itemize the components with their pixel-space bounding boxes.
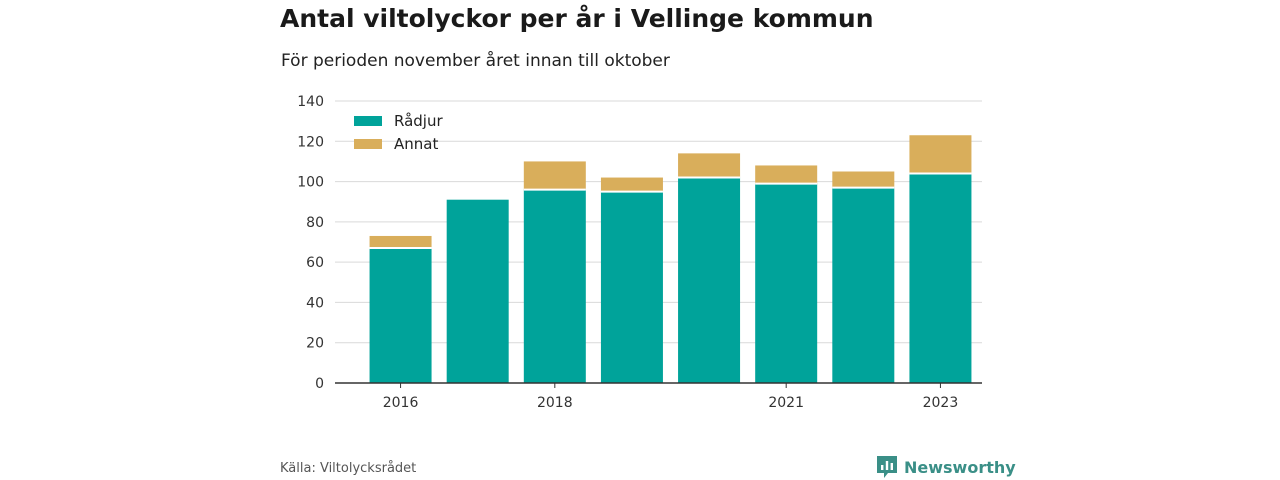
- bar-radjur: [755, 183, 818, 383]
- bar-radjur: [523, 189, 586, 383]
- legend-label-radjur: Rådjur: [394, 112, 443, 130]
- chart-title: Antal viltolyckor per år i Vellinge komm…: [280, 4, 874, 33]
- x-tick-label: 2018: [537, 395, 573, 411]
- y-tick-label: 140: [297, 94, 324, 110]
- legend-swatch-radjur: [354, 116, 382, 126]
- bar-annat: [600, 177, 663, 192]
- bar-radjur: [369, 248, 432, 383]
- bar-radjur: [678, 177, 741, 383]
- legend-swatch-annat: [354, 139, 382, 149]
- bar-annat: [523, 161, 586, 190]
- bar-annat: [369, 235, 432, 249]
- legend-label-annat: Annat: [394, 135, 438, 153]
- bar-annat: [755, 165, 818, 184]
- chart-subtitle: För perioden november året innan till ok…: [281, 51, 670, 71]
- bar-radjur: [832, 187, 895, 383]
- x-tick-label: 2021: [768, 395, 804, 411]
- y-tick-label: 120: [297, 134, 324, 150]
- x-tick-label: 2023: [923, 395, 959, 411]
- x-tick-label: 2016: [383, 395, 419, 411]
- y-tick-label: 40: [306, 295, 324, 311]
- y-tick-label: 100: [297, 175, 324, 191]
- brand-name: Newsworthy: [904, 457, 1016, 477]
- bar-annat: [832, 171, 895, 188]
- bar-radjur: [909, 173, 972, 383]
- y-tick-label: 80: [306, 215, 324, 231]
- bar-annat: [909, 135, 972, 174]
- bar-radjur: [446, 199, 509, 383]
- bar-radjur: [600, 191, 663, 383]
- y-tick-label: 20: [306, 336, 324, 352]
- y-tick-label: 0: [315, 376, 324, 392]
- y-tick-label: 60: [306, 255, 324, 271]
- bar-annat: [678, 153, 741, 178]
- brand-logo: Newsworthy: [876, 455, 1016, 479]
- newsworthy-logo-icon: [877, 456, 897, 478]
- source-note: Källa: Viltolycksrådet: [280, 461, 417, 476]
